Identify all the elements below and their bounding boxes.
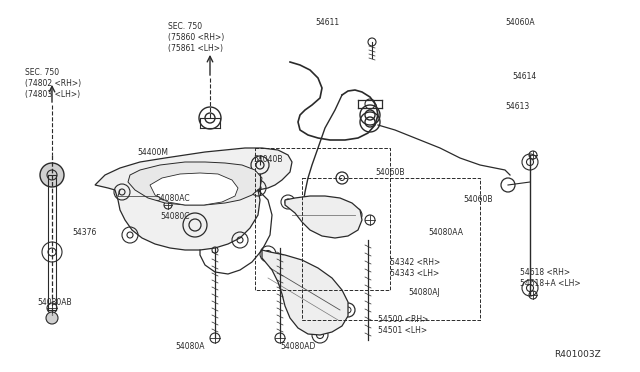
Text: 54060B: 54060B bbox=[463, 195, 493, 204]
Text: R401003Z: R401003Z bbox=[554, 350, 601, 359]
Polygon shape bbox=[285, 196, 362, 238]
Text: 54040B: 54040B bbox=[253, 155, 282, 164]
Text: SEC. 750
(74802 <RH>)
(74803 <LH>): SEC. 750 (74802 <RH>) (74803 <LH>) bbox=[25, 68, 81, 99]
Text: 54613: 54613 bbox=[505, 102, 529, 111]
Text: 54614: 54614 bbox=[512, 72, 536, 81]
Text: 54080C: 54080C bbox=[160, 212, 189, 221]
Text: 54376: 54376 bbox=[72, 228, 97, 237]
Text: 54080AC: 54080AC bbox=[155, 194, 189, 203]
Text: 54618 <RH>
54618+A <LH>: 54618 <RH> 54618+A <LH> bbox=[520, 268, 580, 288]
Polygon shape bbox=[128, 162, 262, 205]
Text: 54080AB: 54080AB bbox=[37, 298, 72, 307]
Circle shape bbox=[40, 163, 64, 187]
Text: 54080AD: 54080AD bbox=[280, 342, 316, 351]
Text: 54060B: 54060B bbox=[375, 168, 404, 177]
Polygon shape bbox=[150, 173, 238, 205]
Text: 54611: 54611 bbox=[315, 18, 339, 27]
Circle shape bbox=[46, 312, 58, 324]
Text: 54080A: 54080A bbox=[175, 342, 205, 351]
Text: SEC. 750
(75860 <RH>)
(75861 <LH>): SEC. 750 (75860 <RH>) (75861 <LH>) bbox=[168, 22, 224, 53]
Text: 54342 <RH>
54343 <LH>: 54342 <RH> 54343 <LH> bbox=[390, 258, 440, 278]
Text: 54500 <RH>
54501 <LH>: 54500 <RH> 54501 <LH> bbox=[378, 315, 428, 335]
Text: 54080AA: 54080AA bbox=[428, 228, 463, 237]
Text: 54400M: 54400M bbox=[137, 148, 168, 157]
Polygon shape bbox=[262, 250, 348, 335]
Polygon shape bbox=[95, 148, 292, 250]
Text: 54060A: 54060A bbox=[505, 18, 534, 27]
Text: 54080AJ: 54080AJ bbox=[408, 288, 440, 297]
